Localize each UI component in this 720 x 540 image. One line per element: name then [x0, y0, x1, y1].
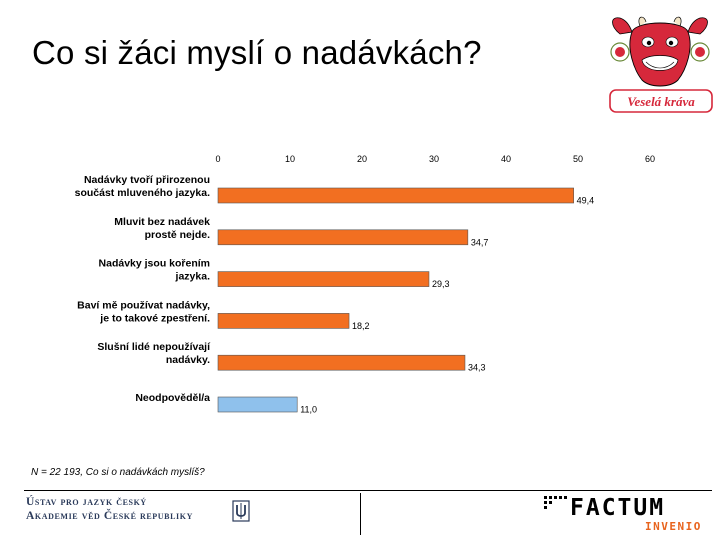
- agency-subtitle: INVENIO: [645, 520, 702, 533]
- institute-name: Ústav pro jazyk český Akademie věd České…: [26, 495, 193, 523]
- category-label: nadávky.: [166, 354, 210, 366]
- x-tick-label: 0: [215, 154, 220, 164]
- x-tick-label: 10: [285, 154, 295, 164]
- category-label: Neodpověděl/a: [135, 392, 210, 404]
- bar: [217, 271, 430, 287]
- factum-logo: FACTUM INVENIO: [544, 495, 702, 533]
- footer-divider: [24, 490, 712, 491]
- category-label: Nadávky jsou kořením: [99, 258, 210, 270]
- bar: [217, 187, 574, 204]
- ujc-emblem-icon: [232, 500, 250, 522]
- value-label: 49,4: [577, 196, 595, 206]
- slide-title: Co si žáci myslí o nadávkách?: [32, 34, 482, 71]
- value-label: 29,3: [432, 279, 450, 289]
- institute-line-1: Ústav pro jazyk český: [26, 496, 147, 508]
- category-label: jazyka.: [175, 271, 211, 283]
- value-label: 34,7: [471, 237, 489, 247]
- category-label: je to takové zpestření.: [99, 312, 210, 324]
- x-tick-label: 20: [357, 154, 367, 164]
- brand-text: Veselá kráva: [627, 94, 695, 109]
- x-tick-label: 30: [429, 154, 439, 164]
- footer-vertical-divider: [360, 493, 361, 535]
- institute-line-2: Akademie věd České republiky: [26, 510, 193, 522]
- x-tick-label: 60: [645, 154, 655, 164]
- value-label: 11,0: [300, 405, 317, 415]
- bar: [217, 229, 469, 246]
- value-label: 34,3: [468, 363, 486, 373]
- category-label: Baví mě používat nadávky,: [77, 299, 210, 311]
- agency-name: FACTUM: [570, 495, 665, 521]
- x-tick-label: 40: [501, 154, 511, 164]
- value-label: 18,2: [352, 321, 370, 331]
- category-label: součást mluveného jazyka.: [75, 187, 210, 199]
- category-label: Mluvit bez nadávek: [114, 216, 210, 228]
- sample-note: N = 22 193, Co si o nadávkách myslíš?: [31, 467, 205, 478]
- bar: [217, 396, 298, 413]
- laughing-cow-icon: Veselá kráva: [609, 16, 713, 113]
- category-label: Nadávky tvoří přirozenou: [84, 174, 210, 186]
- bar: [217, 354, 466, 371]
- bar: [217, 313, 350, 329]
- x-tick-label: 50: [573, 154, 583, 164]
- category-label: prostě nejde.: [145, 229, 210, 241]
- category-label: Slušní lidé nepoužívají: [97, 341, 211, 353]
